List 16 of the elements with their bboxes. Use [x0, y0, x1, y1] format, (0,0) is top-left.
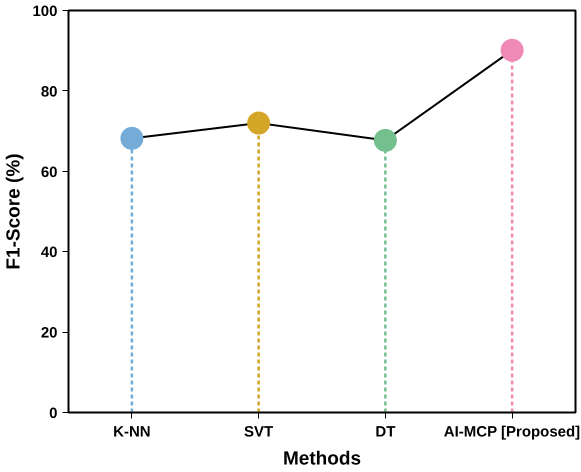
y-tick-label: 80 — [40, 83, 58, 100]
point — [120, 126, 144, 150]
x-tick-label: AI-MCP [Proposed] — [444, 424, 580, 440]
x-tick-label: DT — [375, 424, 396, 440]
x-tick-label: SVT — [244, 424, 274, 440]
point — [374, 128, 397, 152]
point — [247, 112, 270, 135]
y-tick-label: 60 — [40, 164, 58, 181]
x-axis-title: Methods — [282, 448, 362, 470]
point — [500, 38, 524, 62]
y-tick-label: 100 — [32, 3, 58, 20]
y-tick-label: 0 — [49, 405, 58, 422]
y-tick-label: 20 — [40, 324, 58, 342]
x-tick-label: K-NN — [113, 424, 151, 440]
y-axis-title: F1-Score (%) — [3, 153, 24, 270]
y-tick-label: 40 — [40, 244, 58, 262]
